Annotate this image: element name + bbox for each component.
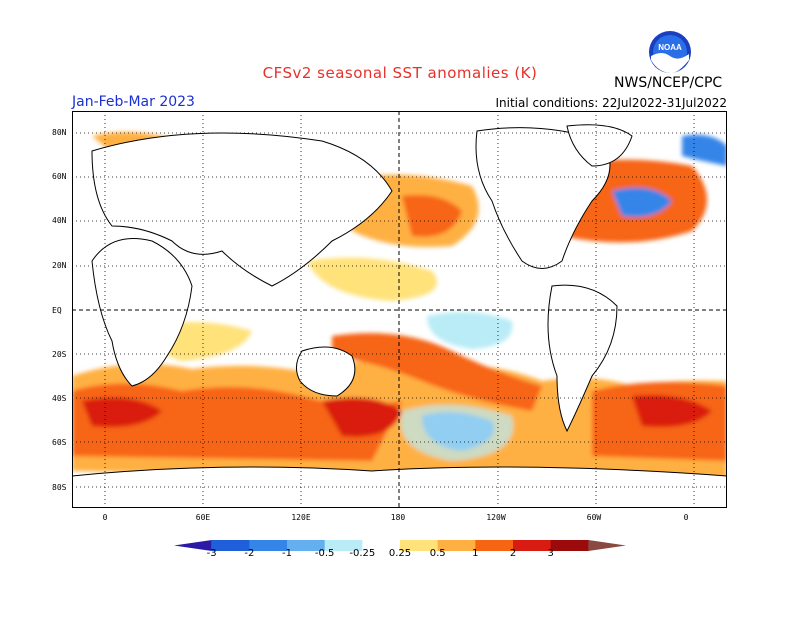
- lon-label: 120W: [486, 513, 506, 522]
- colorbar-label: -3: [206, 548, 217, 559]
- colorbar-segment: [174, 540, 212, 551]
- colorbar-segment: [362, 540, 401, 551]
- lat-label: 60N: [52, 172, 67, 181]
- agency-label: NWS/NCEP/CPC: [614, 75, 723, 91]
- colorbar-label: -0.25: [349, 548, 376, 559]
- lon-label: 180: [390, 513, 406, 522]
- initial-conditions-label: Initial conditions: 22Jul2022-31Jul2022: [495, 96, 727, 110]
- colorbar-label: -0.5: [314, 548, 335, 559]
- colorbar-segment: [437, 540, 476, 551]
- map-title: CFSv2 seasonal SST anomalies (K): [262, 64, 538, 82]
- colorbar-label: 0.5: [429, 548, 446, 559]
- colorbar-label: -1: [282, 548, 292, 559]
- colorbar-label: 2: [509, 548, 517, 559]
- sst-anomaly-map: [71, 111, 728, 509]
- colorbar-segment: [400, 540, 439, 551]
- colorbar-segment: [588, 540, 626, 551]
- lat-label: 40S: [52, 394, 67, 403]
- colorbar-segment: [550, 540, 589, 551]
- continents: [71, 124, 728, 509]
- colorbar-segment: [513, 540, 552, 551]
- colorbar-segment: [287, 540, 326, 551]
- lat-label: EQ: [52, 306, 62, 315]
- colorbar-segment: [324, 540, 363, 551]
- equator-dateline: [72, 111, 727, 508]
- lat-label: 80S: [52, 483, 67, 492]
- colorbar-segment: [475, 540, 514, 551]
- lon-label: 0: [683, 513, 689, 522]
- lat-label: 20S: [52, 350, 67, 359]
- noaa-logo-icon: NOAA: [648, 30, 692, 74]
- colorbar-label: -2: [244, 548, 255, 559]
- lat-label: 40N: [52, 216, 67, 225]
- colorbar-label: 3: [547, 548, 554, 559]
- colorbar-label: 1: [472, 548, 479, 559]
- lon-label: 60E: [195, 513, 211, 522]
- colorbar: [174, 536, 626, 551]
- lon-label: 60W: [586, 513, 602, 522]
- colorbar-segment: [249, 540, 288, 551]
- lat-label: 20N: [52, 261, 67, 270]
- lat-label: 80N: [52, 128, 67, 137]
- season-label: Jan-Feb-Mar 2023: [72, 94, 195, 110]
- colorbar-label: 0.25: [388, 548, 412, 559]
- lon-label: 0: [102, 513, 108, 522]
- lat-label: 60S: [52, 438, 67, 447]
- lon-label: 120E: [291, 513, 311, 522]
- colorbar-segment: [211, 540, 250, 551]
- noaa-logo-text: NOAA: [658, 43, 682, 52]
